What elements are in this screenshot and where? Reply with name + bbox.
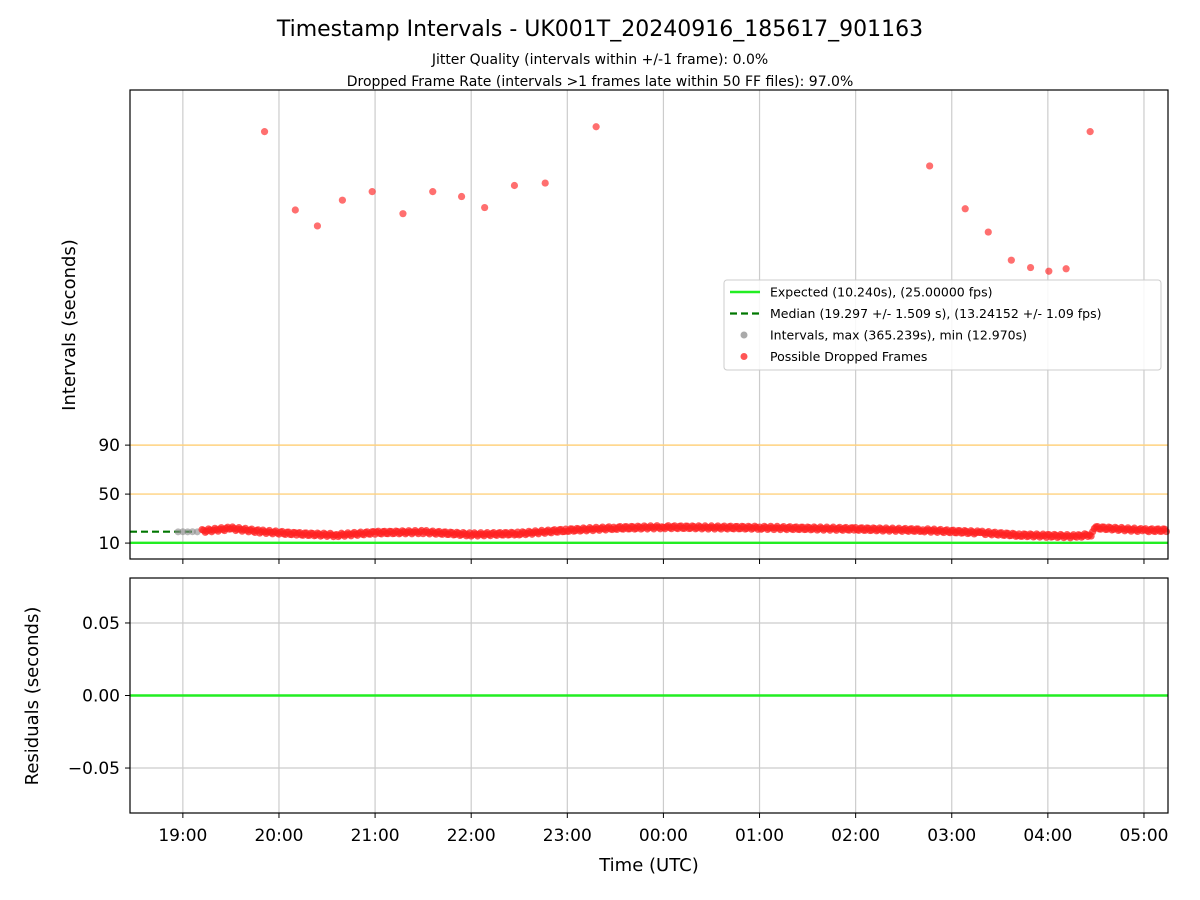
dropped-frame-outlier	[457, 192, 466, 201]
dropped-frame-outlier	[926, 162, 934, 170]
intervals-y-tick-label: 50	[98, 485, 120, 505]
legend-item: Intervals, max (365.239s), min (12.970s)	[740, 328, 1027, 343]
chart-title: Timestamp Intervals - UK001T_20240916_18…	[276, 17, 923, 42]
residuals-panel: 0.05 0.00 −0.05 19:00 20:00 21:00 22:00 23:00 0…	[22, 577, 1169, 846]
intervals-y-tick-label: 90	[98, 436, 120, 456]
x-tick-label: 19:00	[158, 826, 207, 846]
dropped-frame-outlier	[592, 123, 600, 131]
dropped-frame-outlier	[338, 196, 347, 204]
chart-subtitle-jitter: Jitter Quality (intervals within +/-1 fr…	[431, 52, 768, 68]
x-tick-label: 05:00	[1119, 826, 1168, 846]
intervals-panel: 10 50 90 Intervals (seconds)	[59, 89, 1170, 564]
intervals-y-tick-label: 10	[98, 534, 120, 554]
dropped-frame-outlier	[429, 188, 437, 196]
residuals-y-ticks: 0.05 0.00 −0.05	[68, 614, 130, 779]
residuals-y-tick-label: 0.05	[82, 614, 120, 634]
dropped-frame-outlier	[510, 181, 519, 190]
intervals-series	[130, 123, 1170, 544]
legend-label: Intervals, max (365.239s), min (12.970s)	[770, 328, 1027, 343]
intervals-x-tick-marks	[182, 559, 1145, 564]
x-tick-label: 20:00	[254, 826, 303, 846]
residuals-y-tick-label: 0.00	[82, 687, 120, 707]
chart-subtitle-dropped: Dropped Frame Rate (intervals >1 frames …	[347, 74, 854, 90]
dropped-frame-outlier	[1062, 265, 1070, 273]
dropped-frame-outlier	[1007, 256, 1015, 264]
x-axis-ticks: 19:00 20:00 21:00 22:00 23:00 00:00 01:00 02:00…	[158, 813, 1168, 846]
legend: Expected (10.240s), (25.00000 fps) Median…	[723, 279, 1162, 371]
x-tick-label: 04:00	[1023, 826, 1072, 846]
legend-box	[723, 279, 1162, 371]
dropped-frame-outlier	[984, 228, 992, 236]
x-tick-label: 03:00	[927, 826, 976, 846]
legend-item: Possible Dropped Frames	[740, 349, 927, 364]
dropped-frame-outlier	[1045, 267, 1053, 275]
x-tick-label: 01:00	[735, 826, 784, 846]
x-tick-label: 22:00	[447, 826, 496, 846]
legend-swatch-dot	[740, 353, 748, 360]
dropped-frame-outlier	[1086, 128, 1094, 136]
x-tick-label: 02:00	[831, 826, 880, 846]
legend-item: Expected (10.240s), (25.00000 fps)	[730, 285, 992, 300]
x-tick-label: 00:00	[639, 826, 688, 846]
dropped-frame-outlier	[313, 222, 322, 230]
residuals-y-axis-label: Residuals (seconds)	[22, 607, 43, 786]
dropped-frame-outlier	[291, 206, 299, 214]
dropped-frame-outlier	[368, 188, 376, 196]
dropped-frames-baseline	[198, 522, 1170, 542]
reference-lines	[130, 444, 1168, 495]
intervals-y-ticks: 10 50 90	[98, 436, 130, 554]
dropped-frame-outlier	[399, 210, 407, 218]
dropped-frame-outlier	[481, 203, 489, 212]
dropped-frame-outlier	[961, 205, 969, 213]
dropped-frame-outlier	[260, 128, 269, 136]
x-axis-label: Time (UTC)	[598, 855, 699, 876]
legend-label: Expected (10.240s), (25.00000 fps)	[770, 285, 992, 300]
x-tick-label: 23:00	[543, 826, 592, 846]
dropped-frame-outlier	[541, 179, 549, 187]
intervals-axes-frame	[129, 89, 1169, 560]
legend-label: Median (19.297 +/- 1.509 s), (13.24152 +…	[770, 306, 1101, 321]
intervals-y-axis-label: Intervals (seconds)	[59, 239, 80, 411]
legend-label: Possible Dropped Frames	[770, 349, 927, 364]
dropped-frame-point	[1162, 527, 1170, 536]
residuals-y-tick-label: −0.05	[68, 759, 120, 779]
dropped-frame-outlier	[1026, 263, 1035, 272]
x-tick-label: 21:00	[351, 826, 400, 846]
legend-item: Median (19.297 +/- 1.509 s), (13.24152 +…	[730, 306, 1101, 321]
legend-swatch-dot	[740, 331, 748, 339]
